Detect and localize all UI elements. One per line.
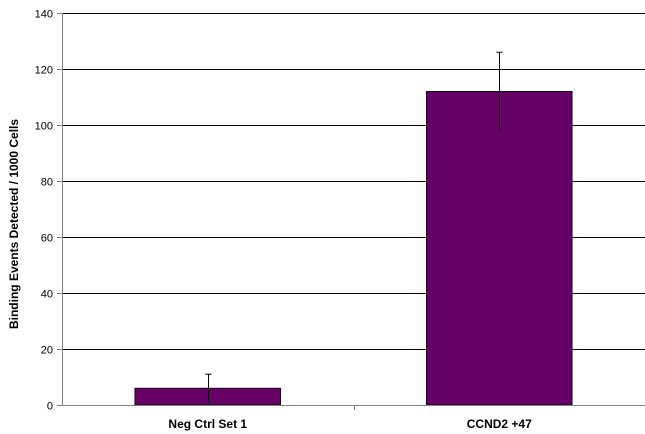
x-tick-label: Neg Ctrl Set 1	[168, 417, 247, 431]
y-tick-label: 100	[35, 121, 53, 133]
bar	[425, 91, 573, 406]
y-tick-label: 80	[41, 177, 53, 189]
x-tick-label: CCND2 +47	[467, 417, 532, 431]
y-tick-label: 120	[35, 65, 53, 77]
bars	[134, 51, 573, 406]
bar	[134, 387, 282, 406]
y-tick-label: 0	[47, 401, 53, 413]
y-tick-label: 20	[41, 345, 53, 357]
y-tick-label: 40	[41, 289, 53, 301]
y-tick-label: 140	[35, 9, 53, 21]
gridlines	[62, 13, 645, 350]
labels: 0 20 40 60 80 100 120 140 Neg Ctrl Set 1 CCND2 +4…	[35, 9, 532, 432]
y-axis-title: Binding Events Detected / 1000 Cells	[7, 119, 21, 329]
y-tick-label: 60	[41, 233, 53, 245]
axes	[57, 13, 645, 410]
